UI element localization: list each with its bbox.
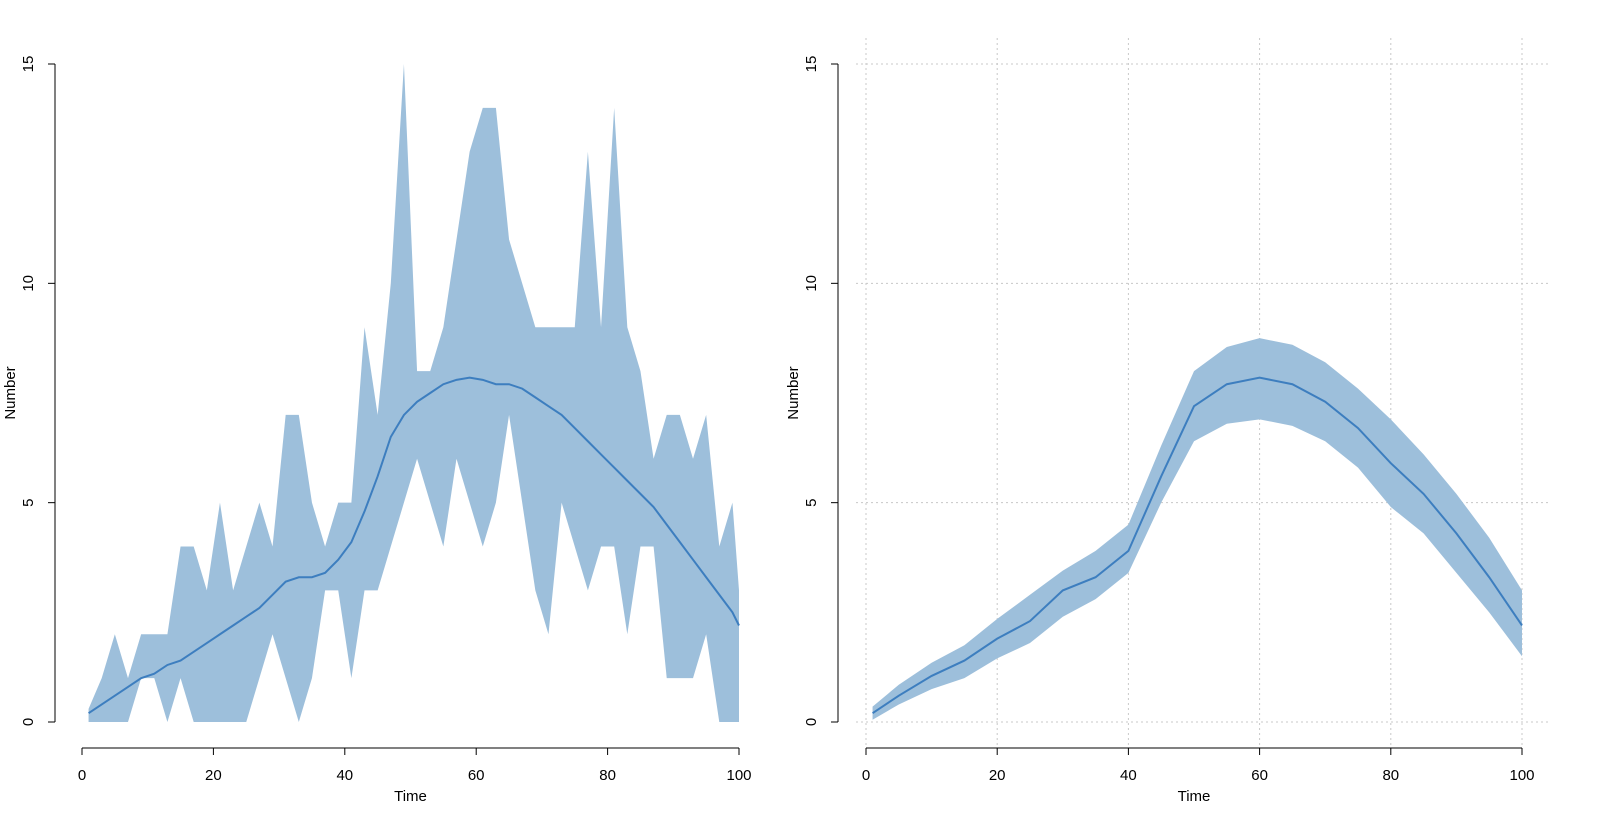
y-tick-label: 15: [803, 56, 820, 73]
band: [872, 338, 1522, 720]
y-tick-label: 5: [803, 498, 820, 506]
x-axis-label: Time: [394, 788, 427, 805]
x-tick-label: 0: [862, 767, 870, 784]
line: [88, 376, 740, 715]
y-tick-label: 0: [20, 718, 37, 726]
x-tick-label: 40: [1120, 767, 1137, 784]
y-tick-label: 5: [20, 498, 37, 506]
band: [88, 64, 739, 722]
x-axis-label: Time: [1178, 788, 1211, 805]
x-tick-label: 80: [599, 767, 616, 784]
x-tick-label: 100: [726, 767, 751, 784]
x-tick-label: 0: [78, 767, 86, 784]
y-tick-label: 10: [803, 275, 820, 292]
y-tick-label: 15: [20, 56, 37, 73]
y-tick-label: 10: [20, 275, 37, 292]
y-tick-label: 0: [803, 718, 820, 726]
y-axis-label: Number: [785, 366, 802, 419]
x-tick-label: 60: [1251, 767, 1268, 784]
y-axis-label: Number: [2, 366, 19, 419]
x-tick-label: 20: [989, 767, 1006, 784]
x-tick-label: 40: [336, 767, 353, 784]
x-tick-label: 100: [1509, 767, 1534, 784]
x-tick-label: 20: [205, 767, 222, 784]
line: [872, 376, 1523, 715]
x-tick-label: 60: [468, 767, 485, 784]
x-tick-label: 80: [1382, 767, 1399, 784]
